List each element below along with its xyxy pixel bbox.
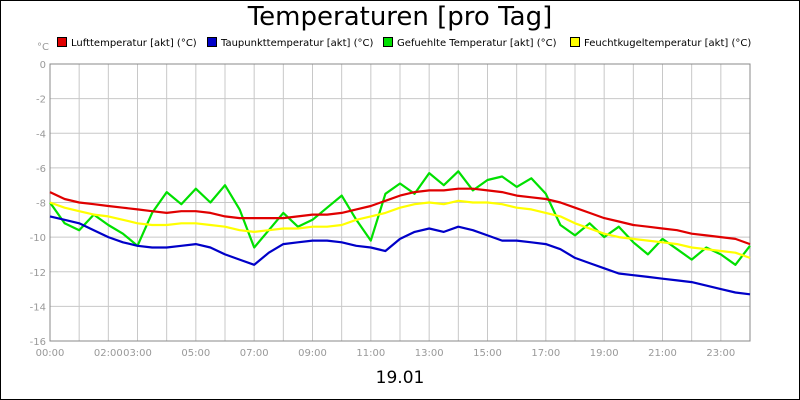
series-line-2 bbox=[49, 170, 751, 266]
series-line-3 bbox=[49, 199, 751, 259]
y-tick-label: -2 bbox=[36, 95, 46, 106]
x-tick-label: 21:00 bbox=[648, 348, 677, 359]
x-tick-label: 23:00 bbox=[706, 348, 735, 359]
chart-title: Temperaturen [pro Tag] bbox=[247, 2, 553, 32]
series-line-0 bbox=[49, 187, 751, 246]
x-axis-title: 19.01 bbox=[375, 368, 425, 388]
legend-item-gefuehlte-temperatur: Gefuehlte Temperatur [akt] (°C) bbox=[383, 37, 556, 49]
y-tick-label: -12 bbox=[30, 268, 46, 279]
x-tick-label: 15:00 bbox=[473, 348, 502, 359]
y-tick-label: 0 bbox=[40, 60, 46, 71]
x-tick-label: 02:00 bbox=[94, 348, 123, 359]
legend-item-lufttemperatur: Lufttemperatur [akt] (°C) bbox=[57, 37, 197, 49]
x-tick-label: 19:00 bbox=[590, 348, 619, 359]
y-tick-label: -6 bbox=[36, 164, 46, 175]
legend-item-feuchtkugeltemperatur: Feuchtkugeltemperatur [akt] (°C) bbox=[570, 37, 751, 49]
legend-label-feuchtkugeltemperatur: Feuchtkugeltemperatur [akt] (°C) bbox=[584, 38, 752, 49]
legend-swatch-blue bbox=[207, 37, 217, 47]
x-tick-label: 17:00 bbox=[531, 348, 560, 359]
legend-swatch-yellow bbox=[570, 37, 580, 47]
x-tick-label: 11:00 bbox=[356, 348, 385, 359]
y-tick-label: -8 bbox=[36, 199, 46, 210]
x-tick-label: 03:00 bbox=[123, 348, 152, 359]
series-line-1 bbox=[49, 215, 751, 296]
legend-swatch-green bbox=[383, 37, 393, 47]
x-tick-label: 13:00 bbox=[415, 348, 444, 359]
grid bbox=[49, 63, 751, 342]
x-tick-label: 07:00 bbox=[240, 348, 269, 359]
x-tick-label: 09:00 bbox=[298, 348, 327, 359]
y-tick-label: -14 bbox=[30, 302, 46, 313]
x-tick-label: 05:00 bbox=[181, 348, 210, 359]
legend-label-gefuehlte-temperatur: Gefuehlte Temperatur [akt] (°C) bbox=[397, 38, 557, 49]
y-tick-label: -16 bbox=[30, 337, 46, 348]
y-tick-label: -10 bbox=[30, 233, 46, 244]
x-tick-label: 00:00 bbox=[36, 348, 65, 359]
legend-label-taupunkttemperatur: Taupunkttemperatur [akt] (°C) bbox=[221, 38, 374, 49]
legend-item-taupunkttemperatur: Taupunkttemperatur [akt] (°C) bbox=[207, 37, 373, 49]
series bbox=[49, 170, 751, 296]
legend-label-lufttemperatur: Lufttemperatur [akt] (°C) bbox=[71, 38, 197, 49]
y-unit-label: °C bbox=[37, 42, 49, 53]
y-tick-label: -4 bbox=[36, 129, 46, 140]
legend-swatch-red bbox=[57, 37, 67, 47]
